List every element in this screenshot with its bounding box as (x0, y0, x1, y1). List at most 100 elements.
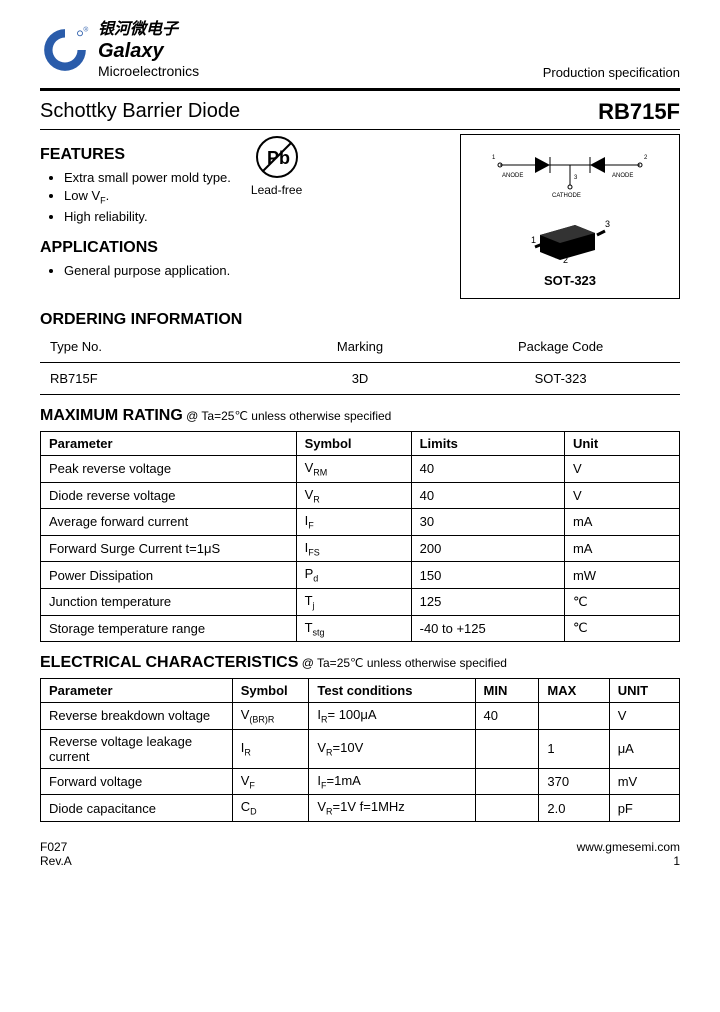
product-name: Schottky Barrier Diode (40, 100, 240, 123)
ordering-cell: 3D (269, 371, 451, 386)
table-cell: IF (296, 509, 411, 536)
spec-label: Production specification (543, 65, 680, 80)
table-header: Test conditions (309, 679, 475, 703)
table-row: Reverse voltage leakage current IR VR=10… (41, 729, 680, 768)
table-cell: Power Dissipation (41, 562, 297, 589)
maxrating-table: Parameter Symbol Limits Unit Peak revers… (40, 431, 680, 642)
table-cell: 40 (411, 455, 564, 482)
package-icon: 1 2 3 (525, 205, 615, 265)
table-header-row: Parameter Symbol Limits Unit (41, 431, 680, 455)
table-cell: 1 (539, 729, 609, 768)
table-cell: Forward Surge Current t=1μS (41, 535, 297, 562)
table-header: MIN (475, 679, 539, 703)
svg-text:ANODE: ANODE (502, 173, 523, 179)
table-header: Limits (411, 431, 564, 455)
table-cell: V (564, 455, 679, 482)
table-cell: V(BR)R (232, 703, 309, 730)
schematic-icon: 123 ANODE ANODE CATHODE (480, 145, 660, 205)
table-header: Symbol (232, 679, 309, 703)
table-cell: 40 (411, 482, 564, 509)
svg-text:ANODE: ANODE (612, 173, 633, 179)
header: ® 银河微电子 Galaxy Microelectronics Producti… (40, 20, 680, 80)
table-cell: mA (564, 509, 679, 536)
table-row: Forward voltage VF IF=1mA 370 mV (41, 768, 680, 795)
table-header: Parameter (41, 431, 297, 455)
footer-left: F027 Rev.A (40, 840, 72, 868)
svg-text:CATHODE: CATHODE (552, 193, 581, 199)
main-columns: FEATURES Extra small power mold type. Lo… (40, 134, 680, 299)
table-cell: Diode reverse voltage (41, 482, 297, 509)
svg-text:2: 2 (644, 155, 648, 161)
elec-heading: ELECTRICAL CHARACTERISTICS @ Ta=25℃ unle… (40, 654, 680, 672)
package-box: 123 ANODE ANODE CATHODE 1 2 3 SOT-323 (460, 134, 680, 299)
table-cell: 40 (475, 703, 539, 730)
footer-url: www.gmesemi.com (577, 840, 680, 854)
table-cell: Diode capacitance (41, 795, 233, 822)
lead-free-icon: Pb (254, 134, 300, 180)
ordering-data-row: RB715F 3D SOT-323 (40, 367, 680, 390)
table-header: Parameter (41, 679, 233, 703)
table-cell: 30 (411, 509, 564, 536)
divider (40, 88, 680, 91)
applications-list: General purpose application. (40, 263, 440, 278)
svg-text:2: 2 (563, 255, 568, 265)
table-cell: Average forward current (41, 509, 297, 536)
table-cell (475, 795, 539, 822)
table-cell: Junction temperature (41, 588, 297, 615)
svg-text:®: ® (83, 26, 88, 34)
table-row: Diode reverse voltage VR 40 V (41, 482, 680, 509)
table-cell: IR (232, 729, 309, 768)
table-row: Forward Surge Current t=1μS IFS 200 mA (41, 535, 680, 562)
table-row: Diode capacitance CD VR=1V f=1MHz 2.0 pF (41, 795, 680, 822)
table-cell: IR= 100μA (309, 703, 475, 730)
company-chinese: 银河微电子 (98, 20, 199, 39)
features-list: Extra small power mold type. Low VF. Hig… (40, 170, 231, 224)
table-cell: Storage temperature range (41, 615, 297, 642)
table-cell: Peak reverse voltage (41, 455, 297, 482)
table-cell: Tstg (296, 615, 411, 642)
feature-item: High reliability. (64, 209, 231, 224)
application-item: General purpose application. (64, 263, 440, 278)
footer-rev: Rev.A (40, 854, 72, 868)
table-row: Average forward current IF 30 mA (41, 509, 680, 536)
maxrating-heading: MAXIMUM RATING @ Ta=25℃ unless otherwise… (40, 407, 680, 425)
divider (40, 362, 680, 363)
table-cell: -40 to +125 (411, 615, 564, 642)
table-cell: 200 (411, 535, 564, 562)
ordering-cell: RB715F (50, 371, 269, 386)
ordering-col: Package Code (451, 339, 670, 354)
table-cell (475, 768, 539, 795)
table-cell: Tj (296, 588, 411, 615)
lead-free-label: Lead-free (251, 183, 302, 197)
table-cell: VF (232, 768, 309, 795)
table-cell (539, 703, 609, 730)
left-column: FEATURES Extra small power mold type. Lo… (40, 134, 440, 299)
table-row: Power Dissipation Pd 150 mW (41, 562, 680, 589)
footer-right: www.gmesemi.com 1 (577, 840, 680, 868)
ordering-col: Marking (269, 339, 451, 354)
table-cell: VRM (296, 455, 411, 482)
table-header-row: Parameter Symbol Test conditions MIN MAX… (41, 679, 680, 703)
feature-item: Low VF. (64, 188, 231, 206)
ordering-cell: SOT-323 (451, 371, 670, 386)
table-header: Symbol (296, 431, 411, 455)
table-cell: IF=1mA (309, 768, 475, 795)
package-label: SOT-323 (544, 273, 596, 288)
table-header: Unit (564, 431, 679, 455)
table-cell: VR (296, 482, 411, 509)
svg-text:1: 1 (531, 235, 536, 245)
elec-table: Parameter Symbol Test conditions MIN MAX… (40, 678, 680, 822)
divider (40, 394, 680, 395)
company-name: 银河微电子 Galaxy Microelectronics (98, 20, 199, 80)
svg-text:Pb: Pb (267, 148, 290, 168)
feature-item: Extra small power mold type. (64, 170, 231, 185)
company-english2: Microelectronics (98, 63, 199, 80)
ordering-heading: ORDERING INFORMATION (40, 311, 680, 329)
table-cell: mV (609, 768, 679, 795)
lead-free-badge: Pb Lead-free (251, 134, 302, 197)
table-cell: mA (564, 535, 679, 562)
table-cell: pF (609, 795, 679, 822)
table-row: Storage temperature range Tstg -40 to +1… (41, 615, 680, 642)
table-cell: 370 (539, 768, 609, 795)
table-cell: ℃ (564, 588, 679, 615)
